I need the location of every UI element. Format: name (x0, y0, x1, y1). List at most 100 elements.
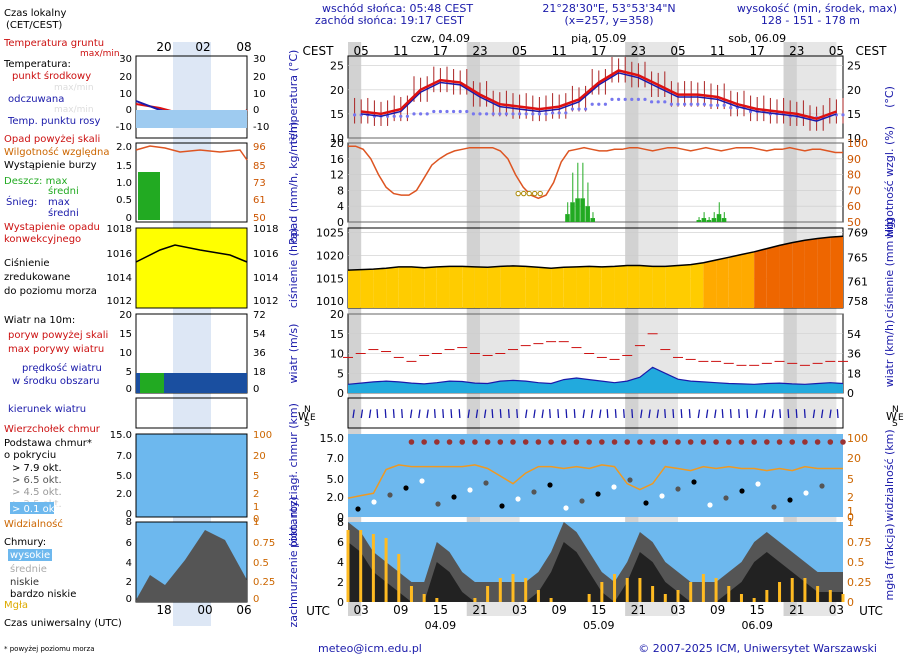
pressure-area-seg (398, 266, 412, 308)
mini-frame-4 (135, 397, 248, 429)
dewpoint-dot (630, 97, 634, 102)
wind-arrow (467, 409, 470, 419)
fog-bar (790, 578, 794, 602)
cloud-base-dot (355, 506, 361, 512)
legend-odczuwana: odczuwana (8, 94, 64, 105)
legend-wystapienie-opadu: Wystąpienie opadu (4, 222, 100, 233)
fog-bar (625, 578, 629, 602)
footer-copyright: © 2007-2025 ICM, Uniwersytet Warszawski (638, 642, 877, 655)
cloud-top-dot (776, 439, 783, 445)
wind-arrow (376, 409, 379, 419)
wind-arrow (392, 409, 395, 419)
mini-temp-left-3: 0 (126, 105, 132, 116)
wind-arrow (590, 409, 594, 419)
mini-cover-area (136, 530, 247, 602)
mini-pres-left-1: 1016 (107, 249, 132, 260)
fog-bar (498, 578, 502, 602)
rain-bar (701, 218, 707, 222)
cloud-ytick-right-2: 5 (847, 473, 854, 486)
legend-max-min-2: max/min (54, 83, 94, 93)
footer-email[interactable]: meteo@icm.edu.pl (318, 642, 422, 655)
cover-ytick-right-1: 0.25 (847, 576, 872, 589)
mini-pres-left-0: 1018 (107, 224, 132, 235)
thunder-marker (521, 190, 527, 197)
pres-ytick-right-1: 761 (847, 275, 868, 288)
wind-ytick-right-0: 0 (847, 387, 854, 400)
cloud-top-dot (700, 439, 707, 445)
legend-cisnienie3: do poziomu morza (4, 286, 97, 297)
legend-podstawa: Podstawa chmur* (4, 438, 92, 449)
bottom-hour-3: 21 (472, 603, 487, 617)
wind-arrow (360, 409, 364, 419)
dewpoint-dot (524, 112, 528, 116)
dir-frame (347, 397, 844, 429)
cloud-base-dot (547, 482, 553, 488)
fog-bar (714, 578, 718, 602)
fog-bar (613, 574, 617, 602)
prec-ytick-right-3: 80 (847, 169, 861, 182)
mini-prec-left-4: 0 (126, 213, 132, 224)
wind-arrow (755, 409, 758, 419)
legend-kierunek: kierunek wiatru (8, 404, 86, 415)
wind-arrow (656, 409, 660, 419)
mini-cover-left-4: 0 (126, 594, 132, 605)
mini-wind-right-3: 18 (253, 367, 266, 378)
cloud-base-dot (371, 499, 377, 505)
wind-arrow (836, 409, 839, 419)
cloud-top-dot (789, 439, 796, 445)
cloud-top-dot (408, 439, 415, 445)
cloud-ytick-left-3: 2.0 (327, 491, 345, 504)
dewpoint-dot (504, 112, 508, 116)
mini-prec-left-1: 1.5 (116, 161, 132, 172)
legend-max-min-gruntu: max/min (80, 49, 120, 59)
dewpoint-dot (405, 114, 409, 118)
fog-bar (473, 598, 477, 602)
legend-wierzcholek: Wierzchołek chmur (4, 424, 101, 435)
mini-temp-right-2: 10 (253, 89, 266, 100)
wind-arrow (352, 409, 355, 419)
dewpoint-dot (676, 102, 680, 106)
wind-arrow (771, 409, 775, 419)
dewpoint-dot (551, 111, 555, 115)
cloud-top-dot (459, 439, 466, 445)
cloud-base-dot (787, 497, 793, 503)
wind-arrow (606, 409, 609, 419)
fog-bar (752, 598, 756, 602)
temp-ytick-left-0: 10 (330, 132, 344, 145)
cloud-base-dot (627, 477, 633, 483)
feels-like-line (361, 72, 837, 122)
bottom-day-1: 05.09 (583, 619, 615, 632)
bottom-hour-11: 21 (789, 603, 804, 617)
prec-ytick-left-1: 4 (337, 200, 344, 213)
legend-footnote: * powyżej poziomu morza (4, 645, 95, 653)
pressure-area-seg (690, 262, 704, 308)
dewpoint-dot (623, 97, 627, 102)
top-hour-12: 05 (829, 44, 844, 58)
dewpoint-dot (485, 112, 489, 116)
legend-deszcz-max: Deszcz: max (4, 176, 67, 187)
cloud-base-dot (483, 480, 489, 486)
mini-prec-left-2: 1.0 (116, 178, 132, 189)
temp-ytick-left-3: 25 (330, 60, 344, 73)
wind-arrow (729, 409, 732, 419)
fog-bar (486, 586, 490, 602)
mini-cover-left-1: 6 (126, 538, 132, 549)
pressure-area-seg (551, 267, 564, 308)
cloud-base-dot (643, 500, 649, 506)
wind-arrow (614, 409, 617, 419)
legend-wysokie: wysokie (10, 550, 50, 561)
fog-bar (765, 590, 769, 602)
thunder-marker (515, 190, 521, 197)
cloud-ytick-left-0: 15.0 (320, 432, 345, 445)
mini-pres-left-3: 1012 (107, 296, 132, 307)
legend-snieg-max: max (48, 197, 70, 208)
mini-top-tick-0: 20 (156, 40, 171, 54)
dewpoint-dot (465, 109, 469, 114)
mini-pres-right-0: 1018 (253, 224, 278, 235)
legend-temp-rosy: Temp. punktu rosy (7, 116, 100, 127)
fog-bar (346, 530, 350, 602)
mini-frame-2 (135, 227, 248, 309)
fog-bar (689, 582, 693, 602)
dewpoint-dot (584, 107, 588, 111)
legend-srednie: średnie (10, 563, 47, 575)
